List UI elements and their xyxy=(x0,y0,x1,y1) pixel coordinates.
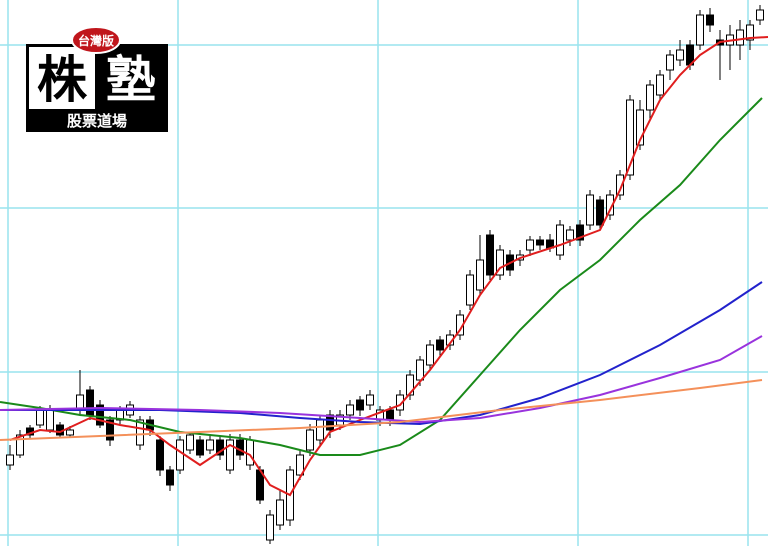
moving-average-line xyxy=(0,97,763,456)
candle-body xyxy=(326,414,334,431)
moving-average-line xyxy=(0,335,763,424)
candle-body xyxy=(106,419,114,441)
candle-body xyxy=(396,394,404,411)
candle-body xyxy=(386,409,394,421)
candle-body xyxy=(636,109,644,146)
candle-body xyxy=(216,439,224,456)
candle-body xyxy=(646,84,654,111)
candle-body xyxy=(346,404,354,416)
candle-body xyxy=(746,24,754,41)
candle-body xyxy=(166,469,174,486)
logo-right: 塾 xyxy=(106,50,156,109)
logo-left: 株 xyxy=(37,50,88,109)
candle-body xyxy=(186,434,194,451)
candle-body xyxy=(356,399,364,411)
candle-body xyxy=(576,224,584,241)
candle-body xyxy=(266,514,274,541)
moving-average-line xyxy=(9,36,768,497)
candle-body xyxy=(176,439,184,471)
candle-body xyxy=(366,394,374,406)
candle-body xyxy=(526,239,534,251)
candle-body xyxy=(226,439,234,471)
moving-average-line xyxy=(0,281,763,426)
candle-body xyxy=(536,239,544,246)
candle-body xyxy=(406,374,414,396)
candle-body xyxy=(586,194,594,226)
candle-body xyxy=(86,389,94,416)
candle-body xyxy=(496,249,504,276)
logo-left-box xyxy=(29,47,95,109)
moving-average-line xyxy=(0,379,763,441)
logo-bottom: 股票道場 xyxy=(67,112,127,130)
candle-body xyxy=(466,274,474,306)
candle-body xyxy=(736,29,744,46)
candle-body xyxy=(16,434,24,456)
candle-body xyxy=(196,439,204,456)
candle-body xyxy=(706,14,714,26)
candle-body xyxy=(316,419,324,441)
candle-body xyxy=(666,54,674,71)
candle-body xyxy=(596,199,604,226)
logo-badge-shape xyxy=(71,26,121,54)
candle-body xyxy=(206,439,214,451)
candle-body xyxy=(486,234,494,276)
candle-body xyxy=(36,409,44,426)
candle-body xyxy=(676,49,684,61)
candle-body xyxy=(556,224,564,256)
candle-body xyxy=(626,99,634,176)
candle-body xyxy=(156,439,164,471)
candle-body xyxy=(46,409,54,431)
candle-body xyxy=(136,419,144,446)
candle-body xyxy=(296,454,304,476)
candle-body xyxy=(66,429,74,436)
candle-body xyxy=(426,344,434,366)
candle-body xyxy=(756,9,764,21)
candle-body xyxy=(96,404,104,426)
candle-body xyxy=(416,359,424,381)
candle-body xyxy=(236,439,244,456)
candle-body xyxy=(656,74,664,96)
candle-body xyxy=(616,174,624,196)
logo: 株 塾 股票道場 台灣版 xyxy=(26,26,168,132)
candle-body xyxy=(566,229,574,241)
logo-badge: 台灣版 xyxy=(78,33,114,48)
candle-body xyxy=(436,339,444,351)
candle-body xyxy=(246,439,254,466)
candle-body xyxy=(6,454,14,466)
candle-body xyxy=(476,259,484,291)
candle-body xyxy=(276,499,284,526)
candle-body xyxy=(696,14,704,46)
candle-body xyxy=(306,429,314,451)
